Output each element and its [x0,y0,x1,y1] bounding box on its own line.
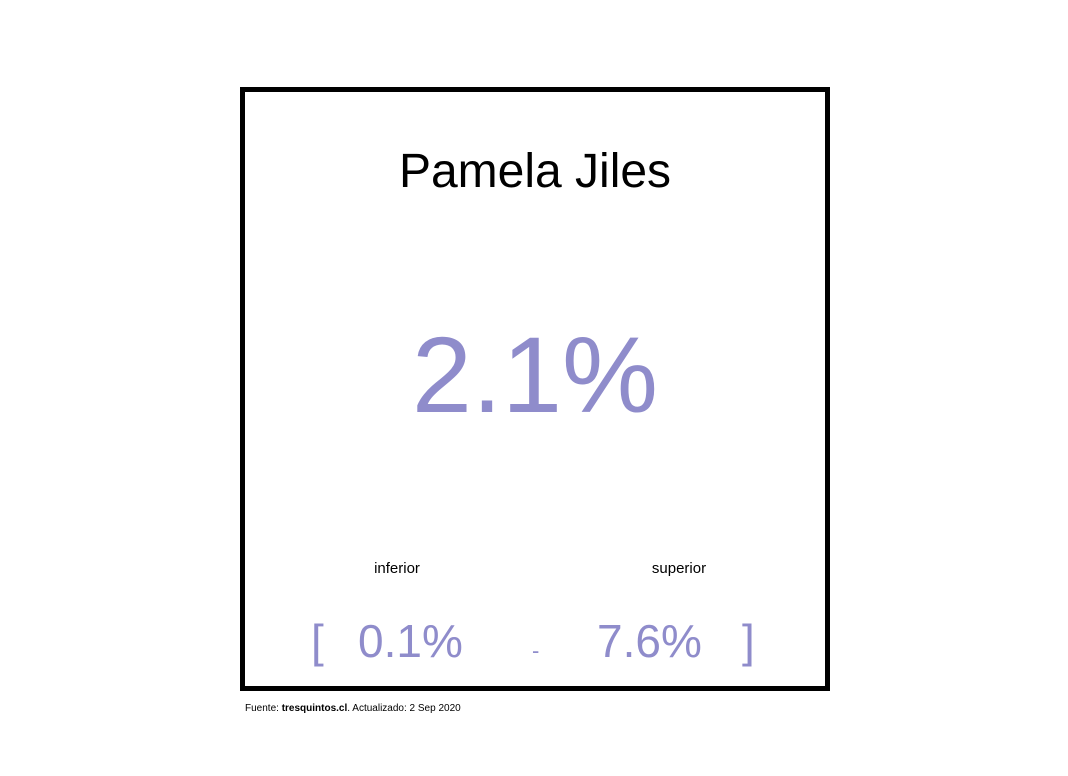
source-footer: Fuente: tresquintos.cl. Actualizado: 2 S… [245,703,461,715]
lower-bound-value: 0.1% [358,615,463,667]
close-bracket: ] [742,615,755,667]
updated-date: . Actualizado: 2 Sep 2020 [347,703,461,714]
upper-bound-label: superior [651,560,707,577]
lower-bound-label: inferior [374,560,420,577]
source-prefix: Fuente: [245,703,282,714]
estimate-card: Pamela Jiles 2.1% inferior superior [ 0.… [240,87,830,691]
source-site: tresquintos.cl [281,703,348,714]
open-bracket: [ [311,615,324,667]
interval-separator: - [532,638,540,663]
upper-bound-value: 7.6% [597,615,702,667]
chart-title: Pamela Jiles [398,145,672,198]
estimate-value: 2.1% [411,314,659,435]
